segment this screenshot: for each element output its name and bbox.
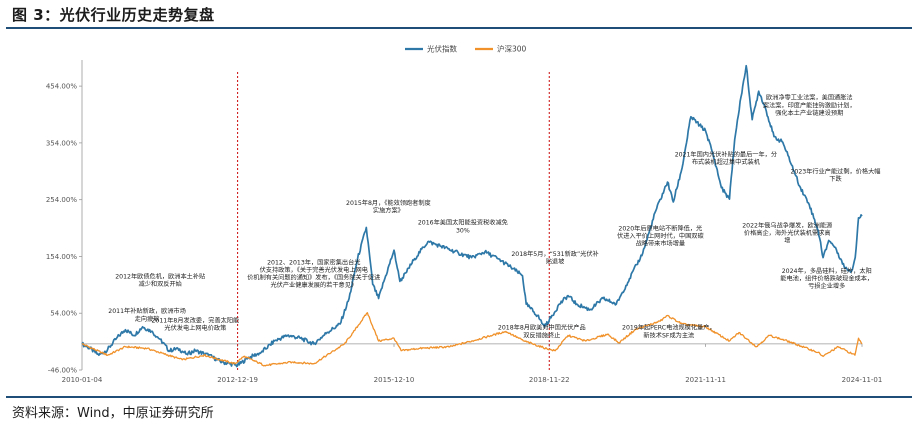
x-tick-label: 2018-11-22: [529, 376, 570, 384]
annotation-line: 减少和双反开始: [139, 280, 182, 288]
annotation-line: 战略带来市场增量: [636, 240, 686, 248]
legend: 光伏指数 沪深300: [405, 44, 527, 54]
annotation: 2019年起PERC电池规模化量产，新技术SF成为主流: [622, 324, 716, 340]
figure-title: 图 3：光伏行业历史走势复盘: [12, 6, 215, 24]
annotation-line: 2024年，多晶硅料，硅片，太阳: [782, 267, 872, 275]
legend-label: 沪深300: [497, 44, 527, 54]
annotation-line: 案法案，印度产能挂钩激励计划，: [763, 101, 856, 109]
y-tick-label: 354.00%: [46, 139, 77, 147]
annotation-line: 2011年补贴新政，欧洲市场: [108, 307, 186, 315]
annotation-line: 走向疲软: [135, 315, 160, 323]
annotation-line: 2023年行业产能过剩，价格大幅: [790, 168, 880, 176]
annotation-line: 30%: [456, 227, 470, 234]
annotation-line: 实施方案》: [373, 206, 404, 214]
annotation-line: 光伏发电上网电价政策: [164, 324, 226, 332]
annotation-line: 2012年欧债危机，欧洲本土补贴: [115, 273, 205, 281]
series-line-csi300: [81, 312, 863, 367]
annotation-line: 2021年国内光伏补贴的最后一年，分: [675, 151, 777, 159]
annotation-line: 价机制有关问题的通知》发布，《国务院关于促进: [247, 274, 380, 282]
annotation-line: 2020年后原电站不断降低，光: [618, 224, 702, 232]
annotation-line: 2018年8月欧美对中国光伏产品: [498, 324, 586, 332]
x-tick-label: 2015-12-10: [374, 376, 415, 384]
annotation-line: 2018年5月，“531新政”光伏补: [511, 250, 598, 258]
annotation-line: 布式装机超过集中式装机: [692, 158, 761, 166]
annotation-line: 2016年美国太阳能投资税收减免: [418, 219, 508, 227]
top-rule: [6, 27, 912, 29]
annotation-line: 能电池，组件价格跌破现金成本，: [780, 275, 873, 283]
annotation-line: 双反措施终止: [523, 331, 560, 339]
x-tick-label: 2021-11-11: [685, 376, 726, 384]
annotation-line: 欧洲净零工业法案，美国通胀法: [766, 94, 853, 102]
x-tick-label: 2010-01-04: [62, 376, 103, 384]
annotation-line: 新技术SF成为主流: [643, 331, 694, 339]
x-tick-label: 2024-11-01: [842, 376, 883, 384]
source-note: 资料来源：Wind，中原证券研究所: [12, 406, 214, 421]
annotation-line: 价格高企，海外光伏装机需求高: [744, 229, 831, 237]
y-tick-label: 454.00%: [46, 83, 77, 91]
annotation-line: 下跌: [829, 175, 841, 183]
annotation-line: 2015年8月，《能效领跑者制度: [346, 199, 431, 207]
x-tick-label: 2012-12-19: [217, 376, 258, 384]
y-tick-label: 254.00%: [46, 196, 77, 204]
annotation-line: 2012、2013年，国家密集出台光: [267, 258, 360, 266]
annotation-line: 贴退坡: [546, 257, 565, 265]
y-tick-label: 154.00%: [46, 253, 77, 261]
annotation-line: 强化本土产业链建设预期: [775, 109, 843, 117]
annotation-line: 亏损企业增多: [808, 282, 845, 290]
annotation-line: 伏支持政策，《关于完善光伏发电上网电: [260, 266, 368, 274]
annotation-line: 增: [784, 237, 790, 245]
annotation-line: 2022年俄乌战争爆发，欧洲能源: [742, 221, 832, 229]
annotation-line: 2011年8月发改委，完善太阳能: [151, 316, 239, 324]
annotation: 2012、2013年，国家密集出台光伏支持政策，《关于完善光伏发电上网电价机制有…: [247, 258, 380, 289]
y-tick-label: 54.00%: [50, 310, 77, 318]
annotation-line: 光伏产业健康发展的若干意见》: [270, 281, 357, 289]
legend-label: 光伏指数: [427, 44, 457, 54]
bottom-rule: [6, 396, 912, 398]
y-tick-label: -46.00%: [48, 367, 78, 375]
annotation-line: 2019年起PERC电池规模化量产，: [622, 324, 716, 332]
annotation-line: 伏进入平价上网时代，中国双碳: [617, 232, 704, 240]
